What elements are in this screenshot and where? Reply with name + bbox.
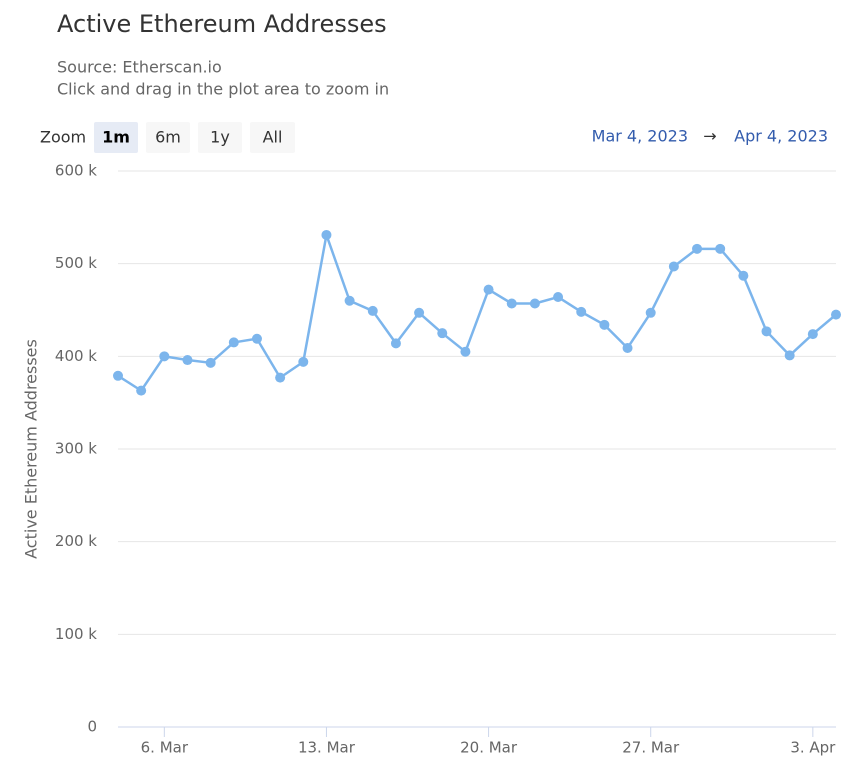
y-tick-label: 500 k	[55, 254, 97, 272]
point	[251, 333, 262, 344]
chart-subtitle: Source: Etherscan.io	[57, 58, 222, 77]
point	[344, 295, 355, 306]
x-tick-label: 6. Mar	[141, 739, 189, 757]
point	[205, 357, 216, 368]
point	[622, 342, 633, 353]
point	[738, 270, 749, 281]
point	[529, 298, 540, 309]
x-tick-label: 20. Mar	[460, 739, 518, 757]
point	[506, 298, 517, 309]
date-from[interactable]: Mar 4, 2023	[592, 127, 688, 146]
point	[367, 305, 378, 316]
zoom-button[interactable]	[198, 122, 242, 153]
y-tick-label: 0	[87, 718, 97, 736]
point	[692, 243, 703, 254]
zoom-button[interactable]	[146, 122, 190, 153]
zoom-button-label[interactable]: 1m	[102, 128, 130, 147]
y-tick-label: 600 k	[55, 162, 97, 180]
point	[228, 337, 239, 348]
zoom-hint: Click and drag in the plot area to zoom …	[57, 80, 389, 99]
point	[761, 326, 772, 337]
point	[275, 372, 286, 383]
point	[298, 356, 309, 367]
point	[414, 307, 425, 318]
point	[159, 351, 170, 362]
point	[483, 284, 494, 295]
zoom-label: Zoom	[40, 128, 86, 147]
x-tick-label: 27. Mar	[622, 739, 680, 757]
point	[460, 346, 471, 357]
zoom-button[interactable]	[94, 122, 138, 153]
x-tick-label: 3. Apr	[790, 739, 836, 757]
point	[784, 350, 795, 361]
y-tick-label: 200 k	[55, 532, 97, 550]
point	[136, 385, 147, 396]
point	[321, 229, 332, 240]
point	[645, 307, 656, 318]
chart-title: Active Ethereum Addresses	[57, 10, 387, 38]
zoom-button-label[interactable]: 6m	[155, 128, 181, 147]
point	[807, 329, 818, 340]
point	[576, 306, 587, 317]
y-axis-title: Active Ethereum Addresses	[22, 339, 41, 559]
point	[715, 243, 726, 254]
y-tick-label: 300 k	[55, 440, 97, 458]
date-to[interactable]: Apr 4, 2023	[734, 127, 828, 146]
point	[553, 292, 564, 303]
zoom-button-label[interactable]: 1y	[210, 128, 230, 147]
x-tick-label: 13. Mar	[298, 739, 356, 757]
zoom-button-label[interactable]: All	[263, 128, 283, 147]
point	[390, 338, 401, 349]
point	[831, 309, 841, 320]
date-arrow: →	[703, 127, 716, 146]
point	[599, 319, 610, 330]
y-tick-label: 400 k	[55, 347, 97, 365]
line	[117, 233, 837, 392]
point	[182, 355, 193, 366]
point	[668, 261, 679, 272]
y-tick-label: 100 k	[55, 625, 97, 643]
point	[113, 370, 123, 381]
point	[437, 328, 448, 339]
zoom-button[interactable]	[250, 122, 295, 153]
